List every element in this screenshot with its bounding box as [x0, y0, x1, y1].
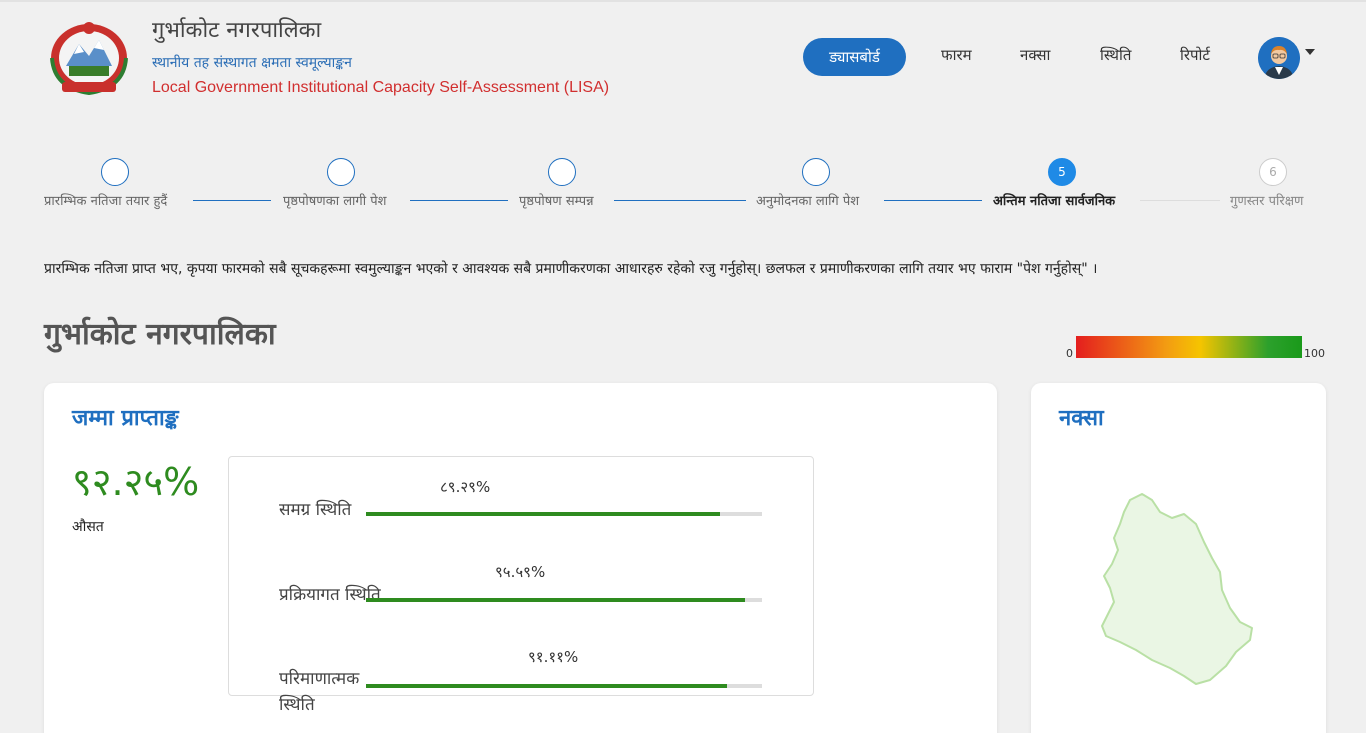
- score-card-title: जम्मा प्राप्ताङ्क: [72, 406, 179, 431]
- scale-min-label: 0: [1066, 347, 1073, 360]
- nav-form-link[interactable]: फारम: [941, 46, 972, 64]
- total-score-caption: औसत: [72, 519, 104, 535]
- bar-2-fill: [366, 598, 745, 602]
- nav-status-link[interactable]: स्थिति: [1100, 46, 1132, 64]
- top-border: [0, 0, 1366, 2]
- step-1-label: प्रारम्भिक नतिजा तयार हुदैं: [44, 194, 168, 209]
- nepal-emblem-logo: [50, 22, 128, 96]
- step-connector: [410, 200, 508, 201]
- nav-dashboard-button[interactable]: ड्यासबोर्ड: [803, 38, 906, 76]
- scale-max-label: 100: [1304, 347, 1325, 360]
- page-title: गुर्भाकोट नगरपालिका: [44, 317, 276, 352]
- step-6-label: गुणस्तर परिक्षण: [1230, 194, 1304, 209]
- bar-1-label: समग्र स्थिति: [279, 500, 352, 520]
- bar-3-fill: [366, 684, 727, 688]
- user-avatar[interactable]: [1258, 37, 1300, 79]
- step-connector: [1140, 200, 1220, 201]
- score-color-scale: [1076, 336, 1302, 358]
- map-card-title: नक्सा: [1059, 406, 1104, 431]
- org-subtitle: स्थानीय तह संस्थागत क्षमता स्वमूल्याङ्कन: [152, 55, 352, 71]
- user-avatar-icon: [1258, 37, 1300, 79]
- total-score-value: ९२.२५%: [72, 460, 200, 504]
- nav-map-link[interactable]: नक्सा: [1020, 46, 1051, 64]
- step-5-circle: 5: [1048, 158, 1076, 186]
- english-title: Local Government Institutional Capacity …: [152, 79, 610, 96]
- bar-3-track: [366, 684, 762, 688]
- step-3-label: पृष्ठपोषण सम्पन्न: [519, 194, 594, 209]
- municipality-map[interactable]: [1100, 490, 1260, 690]
- user-menu-chevron-down-icon[interactable]: [1305, 49, 1315, 55]
- bar-3-label: परिमाणात्मक स्थिति: [279, 669, 360, 715]
- step-2-label: पृष्ठपोषणका लागी पेश: [283, 194, 387, 209]
- bar-1-percent: ८९.२९%: [440, 478, 491, 496]
- instructions-text: प्रारम्भिक नतिजा प्राप्त भए, कृपया फारमक…: [44, 261, 1098, 277]
- bar-3-percent: ९१.११%: [528, 648, 579, 666]
- step-5-label: अन्तिम नतिजा सार्वजनिक: [993, 194, 1116, 209]
- step-4-label: अनुमोदनका लागि पेश: [756, 194, 860, 209]
- step-3-circle: [548, 158, 576, 186]
- nav-report-link[interactable]: रिपोर्ट: [1180, 46, 1210, 64]
- org-name: गुर्भाकोट नगरपालिका: [152, 18, 322, 43]
- bar-2-track: [366, 598, 762, 602]
- bar-1-track: [366, 512, 762, 516]
- step-connector: [614, 200, 746, 201]
- bar-1-fill: [366, 512, 720, 516]
- score-breakdown-box: [228, 456, 814, 696]
- step-6-circle: 6: [1259, 158, 1287, 186]
- bar-2-percent: ९५.५९%: [495, 563, 546, 581]
- bar-2-label: प्रक्रियागत स्थिति: [279, 585, 381, 605]
- step-4-circle: [802, 158, 830, 186]
- step-connector: [884, 200, 982, 201]
- step-1-circle: [101, 158, 129, 186]
- step-connector: [193, 200, 271, 201]
- step-2-circle: [327, 158, 355, 186]
